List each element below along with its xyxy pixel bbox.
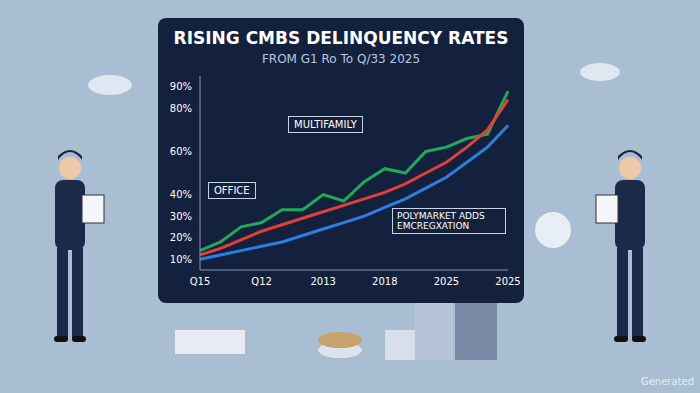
svg-text:80%: 80%: [170, 103, 192, 114]
html-text:POLYMARKET ADDS EMCREGXATION: POLYMARKET ADDS EMCREGXATION: [397, 211, 485, 231]
svg-text:2018: 2018: [372, 276, 397, 287]
svg-text:10%: 10%: [170, 254, 192, 265]
html-text:OFFICE: OFFICE: [214, 185, 250, 196]
svg-text:60%: 60%: [170, 146, 192, 157]
svg-text:90%: 90%: [170, 81, 192, 92]
svg-text:2025: 2025: [495, 276, 520, 287]
svg-text:Q15: Q15: [190, 276, 211, 287]
svg-text:2025: 2025: [434, 276, 459, 287]
svg-text:30%: 30%: [170, 211, 192, 222]
svg-text:40%: 40%: [170, 189, 192, 200]
html-text:MULTIFAMILY: MULTIFAMILY: [294, 119, 357, 130]
html-text:Generated: Generated: [640, 376, 694, 387]
html-text:RISING CMBS DELINQUENCY RATES: RISING CMBS DELINQUENCY RATES: [173, 28, 509, 48]
svg-text:Q12: Q12: [251, 276, 272, 287]
svg-text:2013: 2013: [310, 276, 335, 287]
html-text:FROM G1 Ro To Q/33 2025: FROM G1 Ro To Q/33 2025: [261, 52, 421, 66]
svg-text:20%: 20%: [170, 232, 192, 243]
